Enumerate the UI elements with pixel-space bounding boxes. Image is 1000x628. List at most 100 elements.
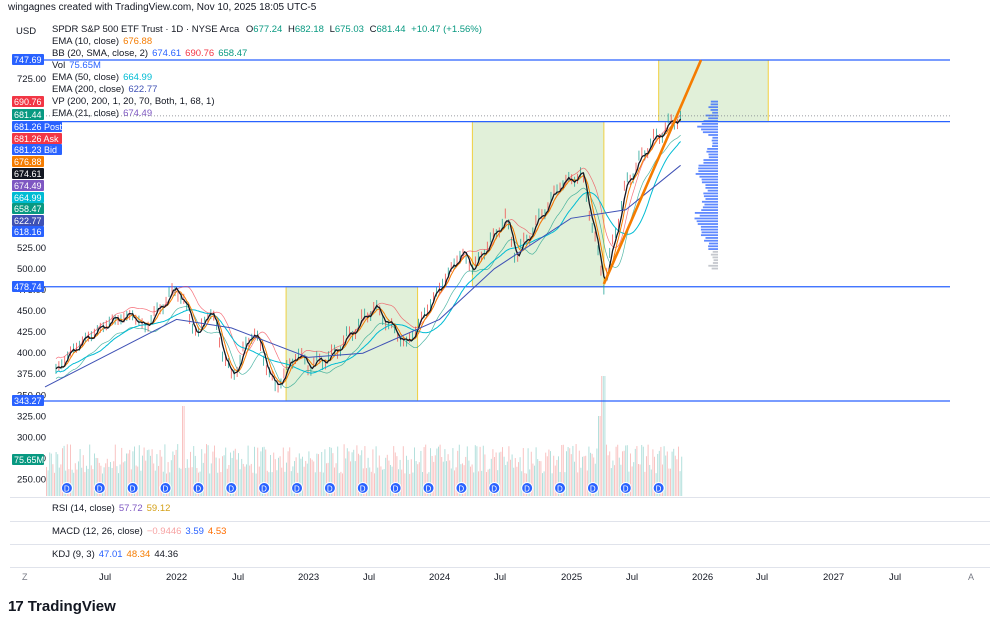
macd-value: 3.59 <box>185 526 204 537</box>
x-axis-tick: 2025 <box>561 572 583 583</box>
volume-bar <box>383 469 385 496</box>
volume-bar <box>270 454 271 496</box>
low-value: 675.03 <box>334 24 364 35</box>
price-label-text: 674.49 <box>14 181 42 191</box>
pane-separator[interactable] <box>10 521 990 522</box>
volume-bar <box>503 456 505 496</box>
price-label-text: 618.16 <box>14 227 42 237</box>
indicator-vp[interactable]: VP (200, 200, 1, 20, 70, Both, 1, 68, 1) <box>52 96 482 108</box>
rsi-pane-legend[interactable]: RSI (14, close) 57.72 59.12 <box>52 503 170 514</box>
volume-bar <box>226 468 228 496</box>
volume-bar <box>508 446 510 496</box>
x-axis-tick: Jul <box>626 572 639 583</box>
volume-bar <box>54 472 55 496</box>
pane-separator[interactable] <box>10 567 990 568</box>
volume-bar <box>324 449 326 496</box>
macd-pane-legend[interactable]: MACD (12, 26, close) −0.9446 3.59 4.53 <box>52 526 226 537</box>
indicator-ema21[interactable]: EMA (21, close) 674.49 <box>52 108 482 120</box>
x-axis-zoom-left[interactable]: Z <box>22 572 28 582</box>
price-label-badge <box>12 281 44 292</box>
volume-bar <box>622 451 623 496</box>
volume-bar <box>279 456 281 496</box>
volume-bar <box>286 462 287 496</box>
volume-profile-bar <box>708 153 718 156</box>
volume-bar <box>367 457 369 496</box>
indicator-value: 676.88 <box>123 36 153 47</box>
volume-bar <box>385 457 387 496</box>
indicator-bb[interactable]: BB (20, SMA, close, 2) 674.61 690.76 658.47 <box>52 48 482 60</box>
volume-bar <box>220 472 222 496</box>
volume-bar <box>247 445 249 496</box>
volume-bar <box>558 456 559 496</box>
tradingview-brand[interactable]: 17 TradingView <box>8 598 116 615</box>
y-axis-tick: 425.00 <box>17 327 46 338</box>
volume-bar <box>671 451 673 496</box>
volume-bar <box>314 472 316 496</box>
volume-bar <box>553 455 555 496</box>
volume-bar <box>567 447 569 496</box>
volume-bar <box>154 470 156 496</box>
volume-bar <box>594 463 596 496</box>
volume-bar <box>127 453 129 496</box>
volume-bar <box>356 445 358 496</box>
x-axis-tick: 2024 <box>429 572 451 583</box>
volume-bar <box>423 447 425 496</box>
volume-bar <box>311 459 313 496</box>
price-label-text: 747.69 <box>14 55 42 65</box>
volume-bar <box>556 459 558 496</box>
currency-label[interactable]: USD <box>16 26 37 37</box>
low-label: L <box>329 24 335 35</box>
volume-bar <box>494 457 495 496</box>
price-label-badge <box>12 192 44 203</box>
indicator-ema200[interactable]: EMA (200, close) 622.77 <box>52 84 482 96</box>
volume-bar <box>382 469 383 496</box>
volume-bar <box>534 465 535 496</box>
indicator-ema50[interactable]: EMA (50, close) 664.99 <box>52 72 482 84</box>
volume-bar <box>204 453 206 496</box>
symbol-legend-row[interactable]: SPDR S&P 500 ETF Trust · 1D · NYSE Arca … <box>52 24 482 36</box>
pane-separator[interactable] <box>10 497 990 498</box>
volume-bar <box>287 451 289 496</box>
volume-bar <box>599 416 601 496</box>
dividend-marker <box>225 482 238 494</box>
volume-profile-bar <box>712 262 718 264</box>
volume-bar <box>49 452 51 496</box>
x-axis-tick: 2027 <box>823 572 845 583</box>
symbol-name[interactable]: SPDR S&P 500 ETF Trust · 1D · NYSE Arca <box>52 24 240 35</box>
pane-separator[interactable] <box>10 544 990 545</box>
volume-bar <box>548 449 550 496</box>
indicator-ema10[interactable]: EMA (10, close) 676.88 <box>52 36 482 48</box>
volume-bar <box>578 450 580 496</box>
volume-bar <box>239 469 241 496</box>
y-axis-tick: 325.00 <box>17 411 46 422</box>
volume-bar <box>241 458 243 496</box>
volume-bar <box>542 473 543 496</box>
dividend-marker <box>586 482 599 494</box>
volume-bar <box>294 461 295 496</box>
volume-bar <box>479 446 481 496</box>
volume-bar <box>521 471 523 496</box>
kdj-pane-legend[interactable]: KDJ (9, 3) 47.01 48.34 44.36 <box>52 549 178 560</box>
price-label-badge <box>12 168 44 179</box>
x-axis-tick: Jul <box>363 572 376 583</box>
volume-bar <box>57 454 59 496</box>
trendline <box>602 59 703 285</box>
volume-bar <box>132 451 134 496</box>
volume-bar <box>369 467 371 496</box>
volume-bar <box>342 473 343 496</box>
volume-bar <box>625 445 627 496</box>
volume-profile-bar <box>694 211 718 214</box>
volume-bar <box>582 456 583 496</box>
x-axis-auto-scale[interactable]: A <box>968 572 975 582</box>
volume-bar <box>158 465 159 496</box>
indicator-volume[interactable]: Vol 75.65M <box>52 60 482 72</box>
volume-profile-bar <box>710 103 718 106</box>
y-axis-tick: 250.00 <box>17 475 46 486</box>
y-axis-tick: 300.00 <box>17 432 46 443</box>
dividend-marker-label: D <box>163 485 169 494</box>
volume-profile-bar <box>710 109 718 111</box>
volume-profile-bar <box>712 136 718 139</box>
volume-bar <box>652 449 654 496</box>
volume-bar <box>634 448 636 496</box>
